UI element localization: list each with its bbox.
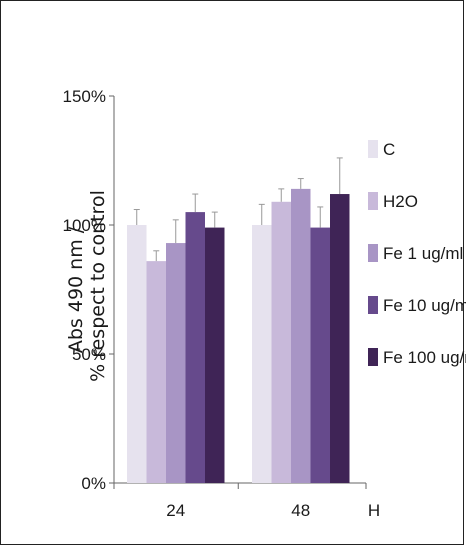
legend-label: Fe 1 ug/ml <box>383 244 463 263</box>
legend-swatch <box>368 140 378 158</box>
legend-swatch <box>368 348 378 366</box>
legend: C H2O Fe 1 ug/ml Fe 10 ug/ml Fe 100 ug/ml <box>368 140 466 367</box>
y-tick-label: 150% <box>63 87 106 106</box>
y-axis-label-line-2: % respect to control <box>87 190 109 382</box>
legend-label: C <box>383 140 395 159</box>
x-tick-label: 24 <box>166 501 185 520</box>
bars <box>127 157 350 484</box>
legend-swatch <box>368 192 378 210</box>
bar-fe-100-ug/ml-24 <box>205 227 225 483</box>
bar-c-48 <box>252 225 272 483</box>
bar-fe-10-ug/ml-48 <box>310 227 330 483</box>
bar-fe-100-ug/ml-48 <box>330 194 350 484</box>
bar-c-24 <box>127 225 147 483</box>
bar-h2o-24 <box>146 261 166 483</box>
x-tick-label: 48 <box>291 501 310 520</box>
legend-label: H2O <box>383 192 418 211</box>
bar-fe-1-ug/ml-48 <box>291 188 311 483</box>
y-axis-label: Abs 490 nm / % respect to control <box>65 190 109 382</box>
axes: 0% 50% 100% 150% 24 48 H <box>63 87 381 520</box>
legend-swatch <box>368 296 378 314</box>
bar-fe-10-ug/ml-24 <box>185 212 205 483</box>
y-axis-label-line-1: Abs 490 nm / <box>65 226 87 353</box>
bar-h2o-48 <box>271 201 291 483</box>
y-tick-label: 100% <box>63 216 106 235</box>
legend-swatch <box>368 244 378 262</box>
y-tick-label: 0% <box>81 474 106 493</box>
x-axis-unit-label: H <box>368 501 380 520</box>
bar-fe-1-ug/ml-24 <box>166 243 186 483</box>
legend-label: Fe 100 ug/ml <box>383 348 466 367</box>
legend-label: Fe 10 ug/ml <box>383 296 466 315</box>
y-tick-label: 50% <box>72 345 106 364</box>
